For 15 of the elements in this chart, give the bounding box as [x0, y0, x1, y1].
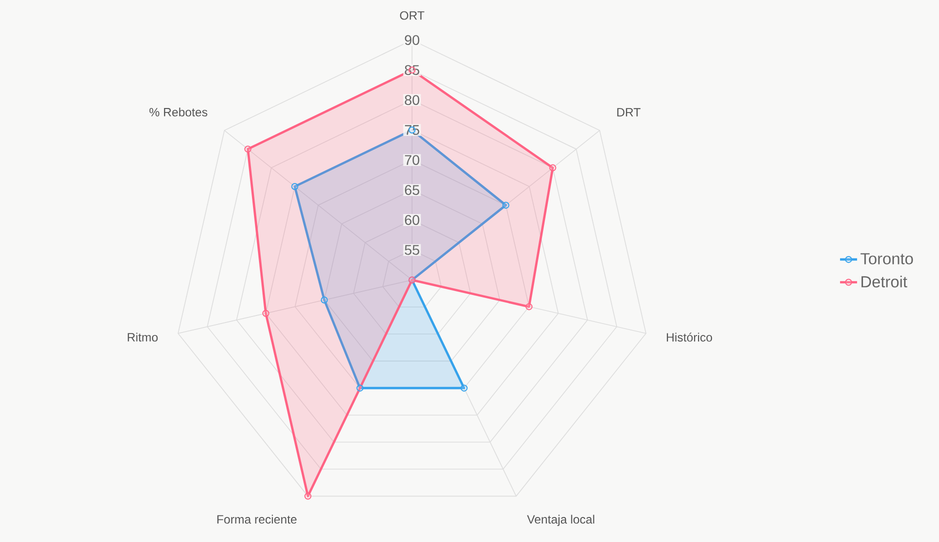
spoke-label: Forma reciente [217, 514, 297, 524]
legend-label: Detroit [862, 276, 908, 288]
y-tick-label: 80 [404, 95, 420, 106]
y-tick-label: 55 [404, 245, 420, 255]
spoke-label: DRT [617, 108, 640, 116]
y-tick-label: 70 [404, 155, 420, 165]
y-tick-label: 65 [404, 185, 420, 195]
spoke-label: % Rebotes [149, 108, 208, 116]
spoke-label: Histórico [666, 332, 712, 342]
legend-label: Toronto [860, 253, 913, 264]
spoke-label: ORT [400, 11, 424, 20]
spoke-label: Ventaja local [527, 514, 594, 526]
y-tick-label: 90 [404, 35, 420, 46]
spoke-label: Ritmo [128, 332, 158, 342]
y-tick-label: 60 [404, 215, 420, 225]
